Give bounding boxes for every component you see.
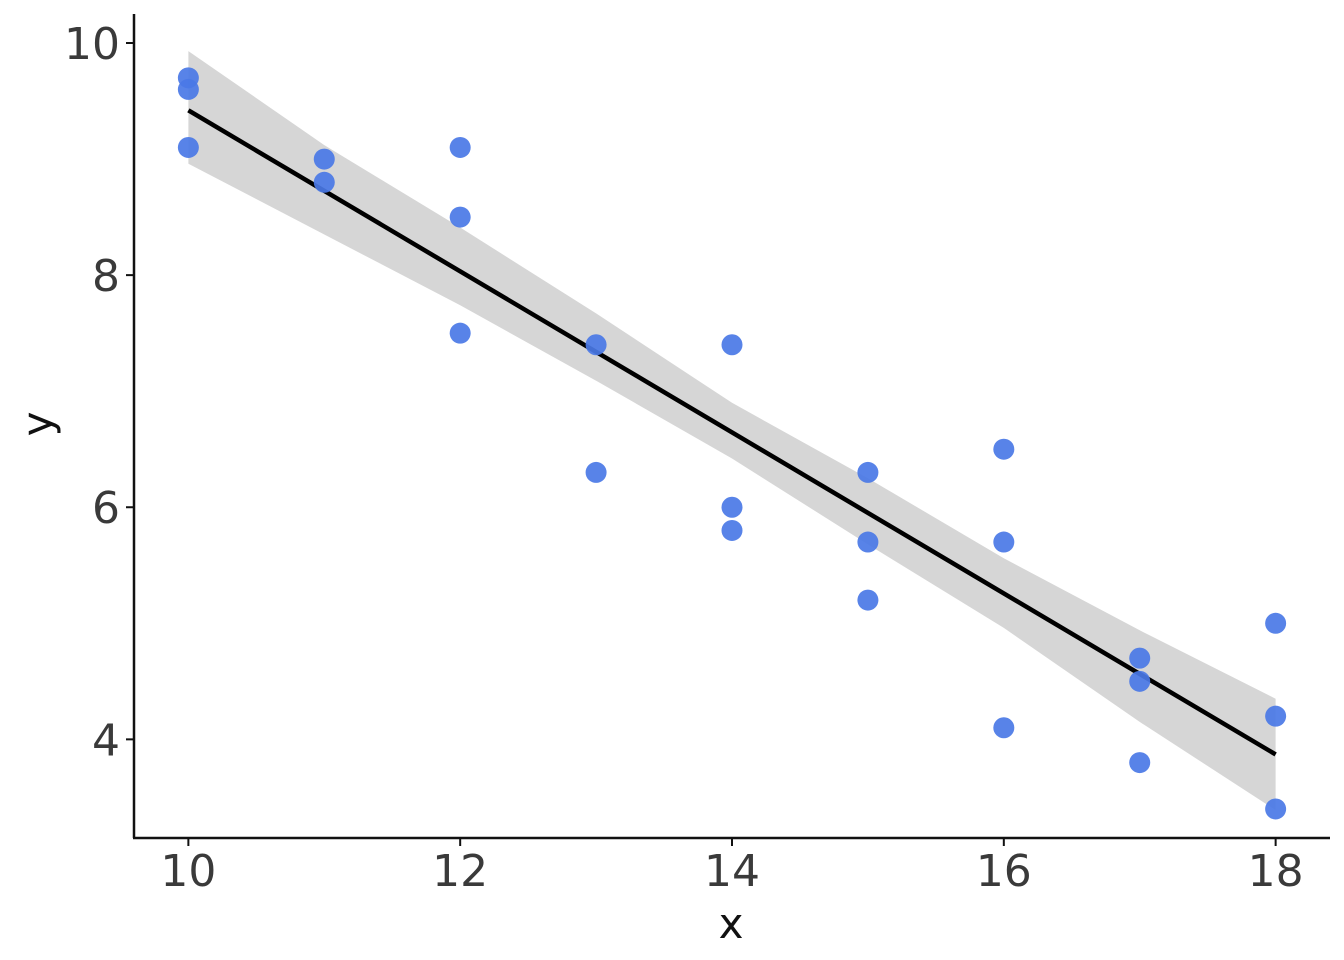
y-tick-label: 6: [92, 483, 120, 534]
data-point: [721, 519, 743, 541]
data-point: [1265, 798, 1287, 820]
regression-line: [187, 108, 1277, 757]
data-point: [857, 531, 879, 553]
x-tick-label: 10: [160, 846, 216, 897]
data-point: [993, 531, 1015, 553]
data-point: [177, 78, 199, 100]
data-point: [177, 136, 199, 158]
data-point: [449, 206, 471, 228]
data-point: [1265, 612, 1287, 634]
fit-line-layer: [187, 108, 1277, 757]
y-tick-label: 4: [92, 715, 120, 766]
data-point: [993, 717, 1015, 739]
data-point: [313, 148, 335, 170]
data-point: [1129, 670, 1151, 692]
data-point: [1129, 752, 1151, 774]
data-point: [993, 438, 1015, 460]
x-axis-title: x: [719, 899, 744, 948]
data-point: [449, 136, 471, 158]
data-point: [313, 171, 335, 193]
data-point: [721, 496, 743, 518]
y-axis-title: y: [13, 412, 62, 437]
y-tick-label: 10: [64, 19, 120, 70]
y-tick-label: 8: [92, 251, 120, 302]
data-point: [721, 334, 743, 356]
x-tick-label: 18: [1248, 846, 1304, 897]
x-tick-label: 16: [976, 846, 1032, 897]
data-point: [857, 461, 879, 483]
data-point: [1129, 647, 1151, 669]
x-tick-label: 14: [704, 846, 760, 897]
data-point: [449, 322, 471, 344]
data-point: [585, 461, 607, 483]
x-tick-label: 12: [432, 846, 488, 897]
points-layer: [177, 67, 1287, 820]
data-point: [857, 589, 879, 611]
data-point: [1265, 705, 1287, 727]
ticks-layer: 10 12 14 16 18 4 6 8 10: [64, 19, 1304, 897]
data-point: [585, 334, 607, 356]
